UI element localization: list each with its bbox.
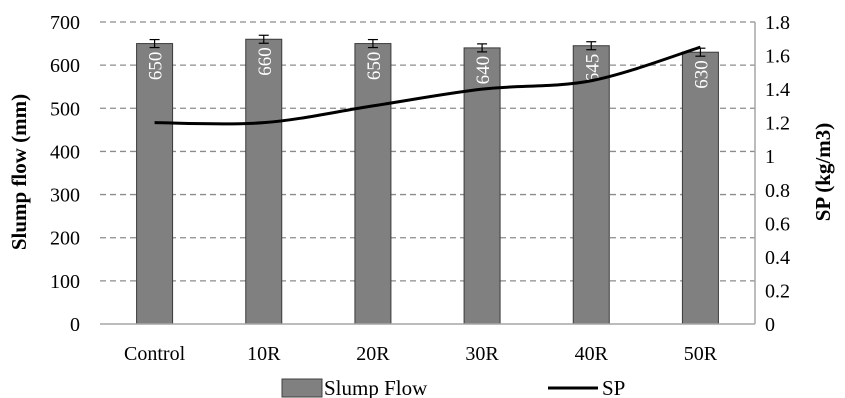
y2-tick-label: 0.8	[765, 180, 790, 202]
y2-tick-label: 0.2	[765, 280, 790, 302]
legend-swatch-slump-flow	[281, 378, 323, 398]
right-y-axis-title: SP (kg/m3)	[811, 123, 835, 222]
bar-data-label: 660	[255, 47, 276, 76]
y2-tick-label: 1.4	[765, 79, 790, 101]
error-bars	[149, 34, 706, 57]
bar-data-label: 645	[582, 54, 603, 83]
line-sp	[154, 45, 701, 126]
legend: Slump Flow SP	[281, 376, 625, 398]
y2-tick-label: 1	[765, 146, 775, 168]
y2-tick-label: 1.2	[765, 113, 790, 135]
x-tick-label: 40R	[575, 343, 609, 365]
left-y-tick-labels: 0 100 200 300 400 500 600 700	[50, 12, 80, 336]
axes	[100, 22, 756, 325]
y2-tick-label: 1.6	[765, 46, 790, 68]
y2-tick-label: 0.4	[765, 247, 790, 269]
bars	[136, 38, 719, 325]
bar-slump-flow	[354, 43, 392, 325]
y-tick-label: 500	[50, 98, 80, 120]
legend-label-slump-flow: Slump Flow	[324, 376, 428, 398]
x-tick-label: 10R	[247, 343, 281, 365]
bar-data-label: 630	[691, 60, 712, 88]
y-tick-label: 400	[50, 141, 80, 163]
sp-line	[154, 45, 701, 126]
bar-slump-flow	[136, 43, 174, 325]
x-tick-label: 30R	[465, 343, 499, 365]
bar-slump-flow	[245, 38, 283, 325]
right-y-tick-labels: 0 0.2 0.4 0.6 0.8 1 1.2 1.4 1.6 1.8	[765, 12, 790, 336]
y2-tick-label: 0	[765, 314, 775, 336]
bar-data-label: 650	[146, 52, 167, 80]
y-tick-label: 600	[50, 55, 80, 77]
bar-data-label: 640	[473, 56, 494, 84]
y2-tick-label: 1.8	[765, 12, 790, 34]
bar-data-labels: 650 660 650 640 645 630	[146, 47, 713, 88]
y-tick-label: 700	[50, 12, 80, 34]
x-tick-label: Control	[124, 343, 186, 365]
bar-slump-flow	[681, 51, 719, 325]
left-y-axis-title: Slump flow (mm)	[7, 94, 31, 250]
legend-label-sp: SP	[602, 376, 625, 398]
bar-slump-flow	[463, 47, 501, 325]
y-tick-label: 300	[50, 185, 80, 207]
x-tick-label: 20R	[356, 343, 390, 365]
y-tick-label: 100	[50, 271, 80, 293]
bar-data-label: 650	[364, 52, 385, 80]
bar-slump-flow	[572, 45, 610, 325]
y-tick-label: 0	[70, 314, 80, 336]
x-tick-label: 50R	[684, 343, 718, 365]
x-tick-labels: Control 10R 20R 30R 40R 50R	[124, 343, 718, 365]
y2-tick-label: 0.6	[765, 213, 790, 235]
y-tick-label: 200	[50, 228, 80, 250]
